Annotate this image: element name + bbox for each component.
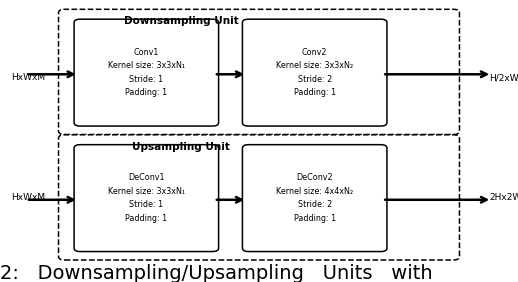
Text: Stride: 2: Stride: 2 [297, 75, 332, 84]
Text: Upsampling Unit: Upsampling Unit [133, 142, 230, 152]
Text: DeConv2: DeConv2 [296, 173, 333, 182]
Text: DeConv1: DeConv1 [128, 173, 165, 182]
Text: Padding: 1: Padding: 1 [125, 89, 167, 97]
Text: Stride: 2: Stride: 2 [297, 201, 332, 209]
FancyBboxPatch shape [74, 145, 219, 252]
Text: Downsampling Unit: Downsampling Unit [124, 16, 239, 26]
Text: Padding: 1: Padding: 1 [294, 214, 336, 223]
Text: Padding: 1: Padding: 1 [294, 89, 336, 97]
Text: Kernel size: 3x3xN₁: Kernel size: 3x3xN₁ [108, 187, 185, 196]
FancyBboxPatch shape [242, 145, 387, 252]
FancyBboxPatch shape [74, 19, 219, 126]
FancyBboxPatch shape [59, 9, 459, 135]
Text: Stride: 1: Stride: 1 [130, 201, 163, 209]
Text: H/2xW/2xN₂: H/2xW/2xN₂ [490, 73, 518, 82]
Text: Kernel size: 4x4xN₂: Kernel size: 4x4xN₂ [276, 187, 353, 196]
Text: Kernel size: 3x3xN₁: Kernel size: 3x3xN₁ [108, 61, 185, 70]
Text: HxWxM: HxWxM [11, 193, 46, 202]
FancyBboxPatch shape [59, 135, 459, 260]
Text: Conv1: Conv1 [134, 48, 159, 57]
Text: 2Hx2WxN₂: 2Hx2WxN₂ [490, 193, 518, 202]
Text: 2:   Downsampling/Upsampling   Units   with: 2: Downsampling/Upsampling Units with [0, 264, 433, 282]
Text: Conv2: Conv2 [302, 48, 327, 57]
Text: Padding: 1: Padding: 1 [125, 214, 167, 223]
Text: Kernel size: 3x3xN₂: Kernel size: 3x3xN₂ [276, 61, 353, 70]
Text: HxWxM: HxWxM [11, 73, 46, 82]
Text: Stride: 1: Stride: 1 [130, 75, 163, 84]
FancyBboxPatch shape [242, 19, 387, 126]
